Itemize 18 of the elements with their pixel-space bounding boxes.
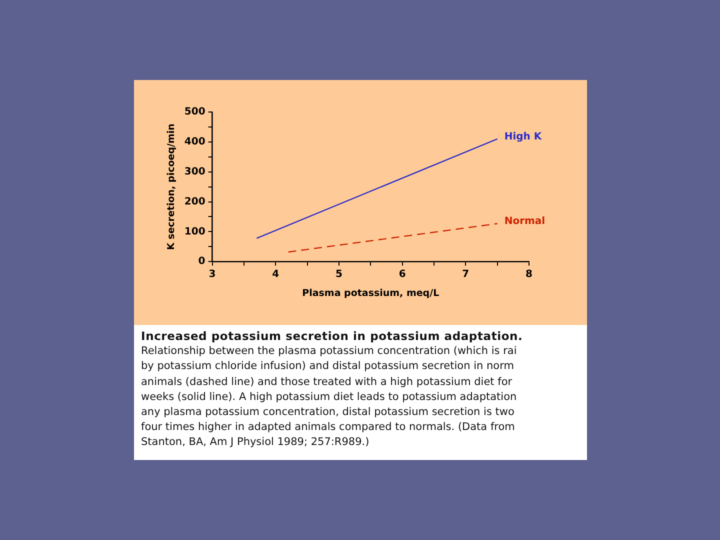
x-tick-label: 5: [335, 269, 342, 280]
x-axis-title: Plasma potassium, meq/L: [302, 288, 440, 299]
y-tick-label: 500: [184, 106, 206, 118]
y-tick-label: 100: [184, 226, 206, 238]
y-tick-label: 200: [184, 196, 206, 208]
y-tick-label: 300: [184, 166, 206, 178]
x-tick-label: 8: [526, 269, 533, 280]
x-tick-label: 7: [462, 269, 470, 280]
x-tick-label: 4: [272, 269, 280, 280]
series-label: Normal: [504, 216, 546, 228]
y-tick-label: 0: [198, 256, 206, 268]
series-label: High K: [504, 132, 543, 143]
y-tick-label: 400: [184, 136, 206, 148]
x-tick-label: 3: [208, 269, 216, 280]
text: Relationship between the plasma potassium concentration (which is rai by potassium chloride infusion) and distal potassium secretion in norm animals (dashed line) and those treated with a high potassium diet for weeks (solid line). A high potassium diet leads to potassium adaptation any plasma potassium concentration, distal potassium secretion is two four times higher in adapted animals compared to normals. (Data from Stanton, BA, Am J Physiol 1989; 257:R989.): [141, 344, 518, 450]
y-axis-title: K secretion, picoeq/min: [166, 123, 178, 250]
text: Increased potassium secretion in potassium adaptation.: [141, 329, 524, 344]
x-tick-label: 6: [398, 269, 406, 280]
